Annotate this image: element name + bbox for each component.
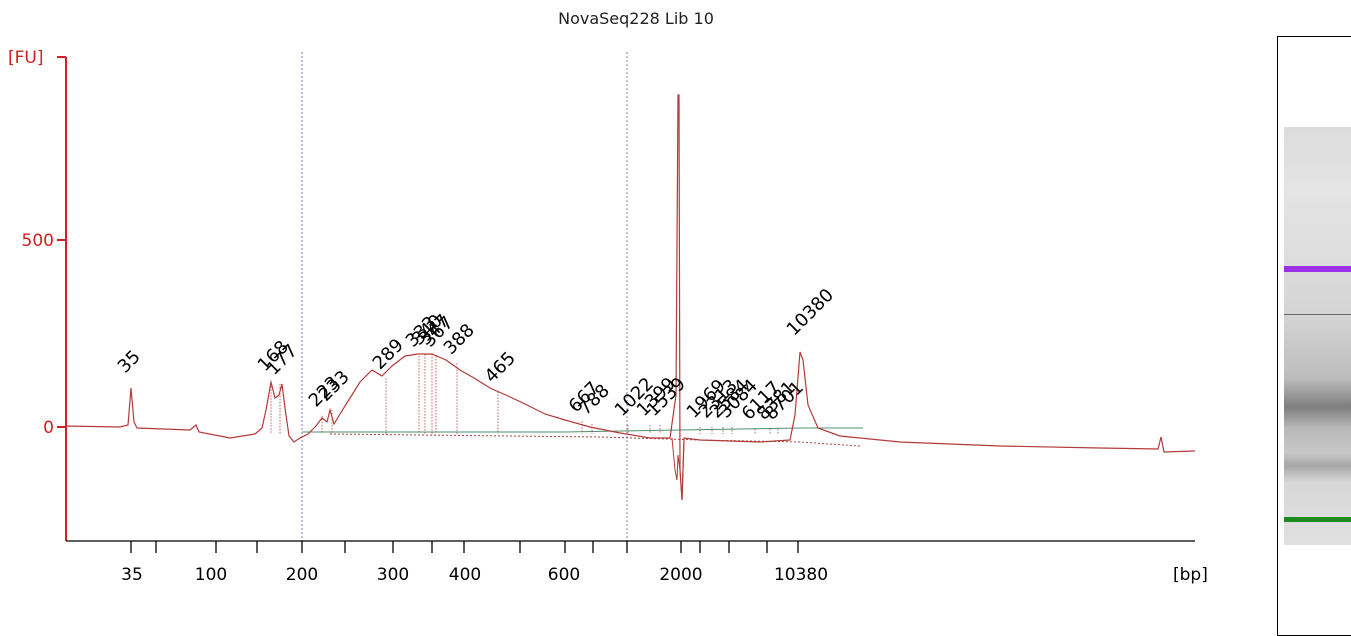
peak-label: 465 [481,348,520,387]
electropherogram-trace [65,94,1196,501]
x-tick-label: 100 [195,565,227,585]
x-tick-label: 600 [548,565,580,585]
x-tick-label: 2000 [659,565,702,585]
y-tick-label: 500 [22,231,54,251]
x-tick-label: 200 [286,565,318,585]
lower-marker-band [1284,517,1351,522]
dashed-baseline [329,433,861,447]
ladder-band [1284,314,1351,315]
upper-marker-band [1284,266,1351,272]
peak-label: 35 [114,346,145,377]
y-axis-label: [FU] [8,48,44,68]
x-tick-label: 10380 [774,565,828,585]
electropherogram-chart: NovaSeq228 Lib 10 [FU] [bp] 0 500 35 100 20… [8,9,1208,585]
x-tick-label: 300 [377,565,409,585]
x-axis-label: [bp] [1173,565,1208,585]
peak-label: 289 [369,335,408,374]
gel-image [1277,36,1351,636]
x-tick-label: 400 [449,565,481,585]
y-tick-label: 0 [43,418,54,438]
gel-lane [1284,127,1351,545]
peak-label: 10380 [783,285,838,340]
electropherogram-trace [671,437,685,501]
x-tick-label: 35 [121,565,143,585]
chart-title: NovaSeq228 Lib 10 [558,9,714,28]
